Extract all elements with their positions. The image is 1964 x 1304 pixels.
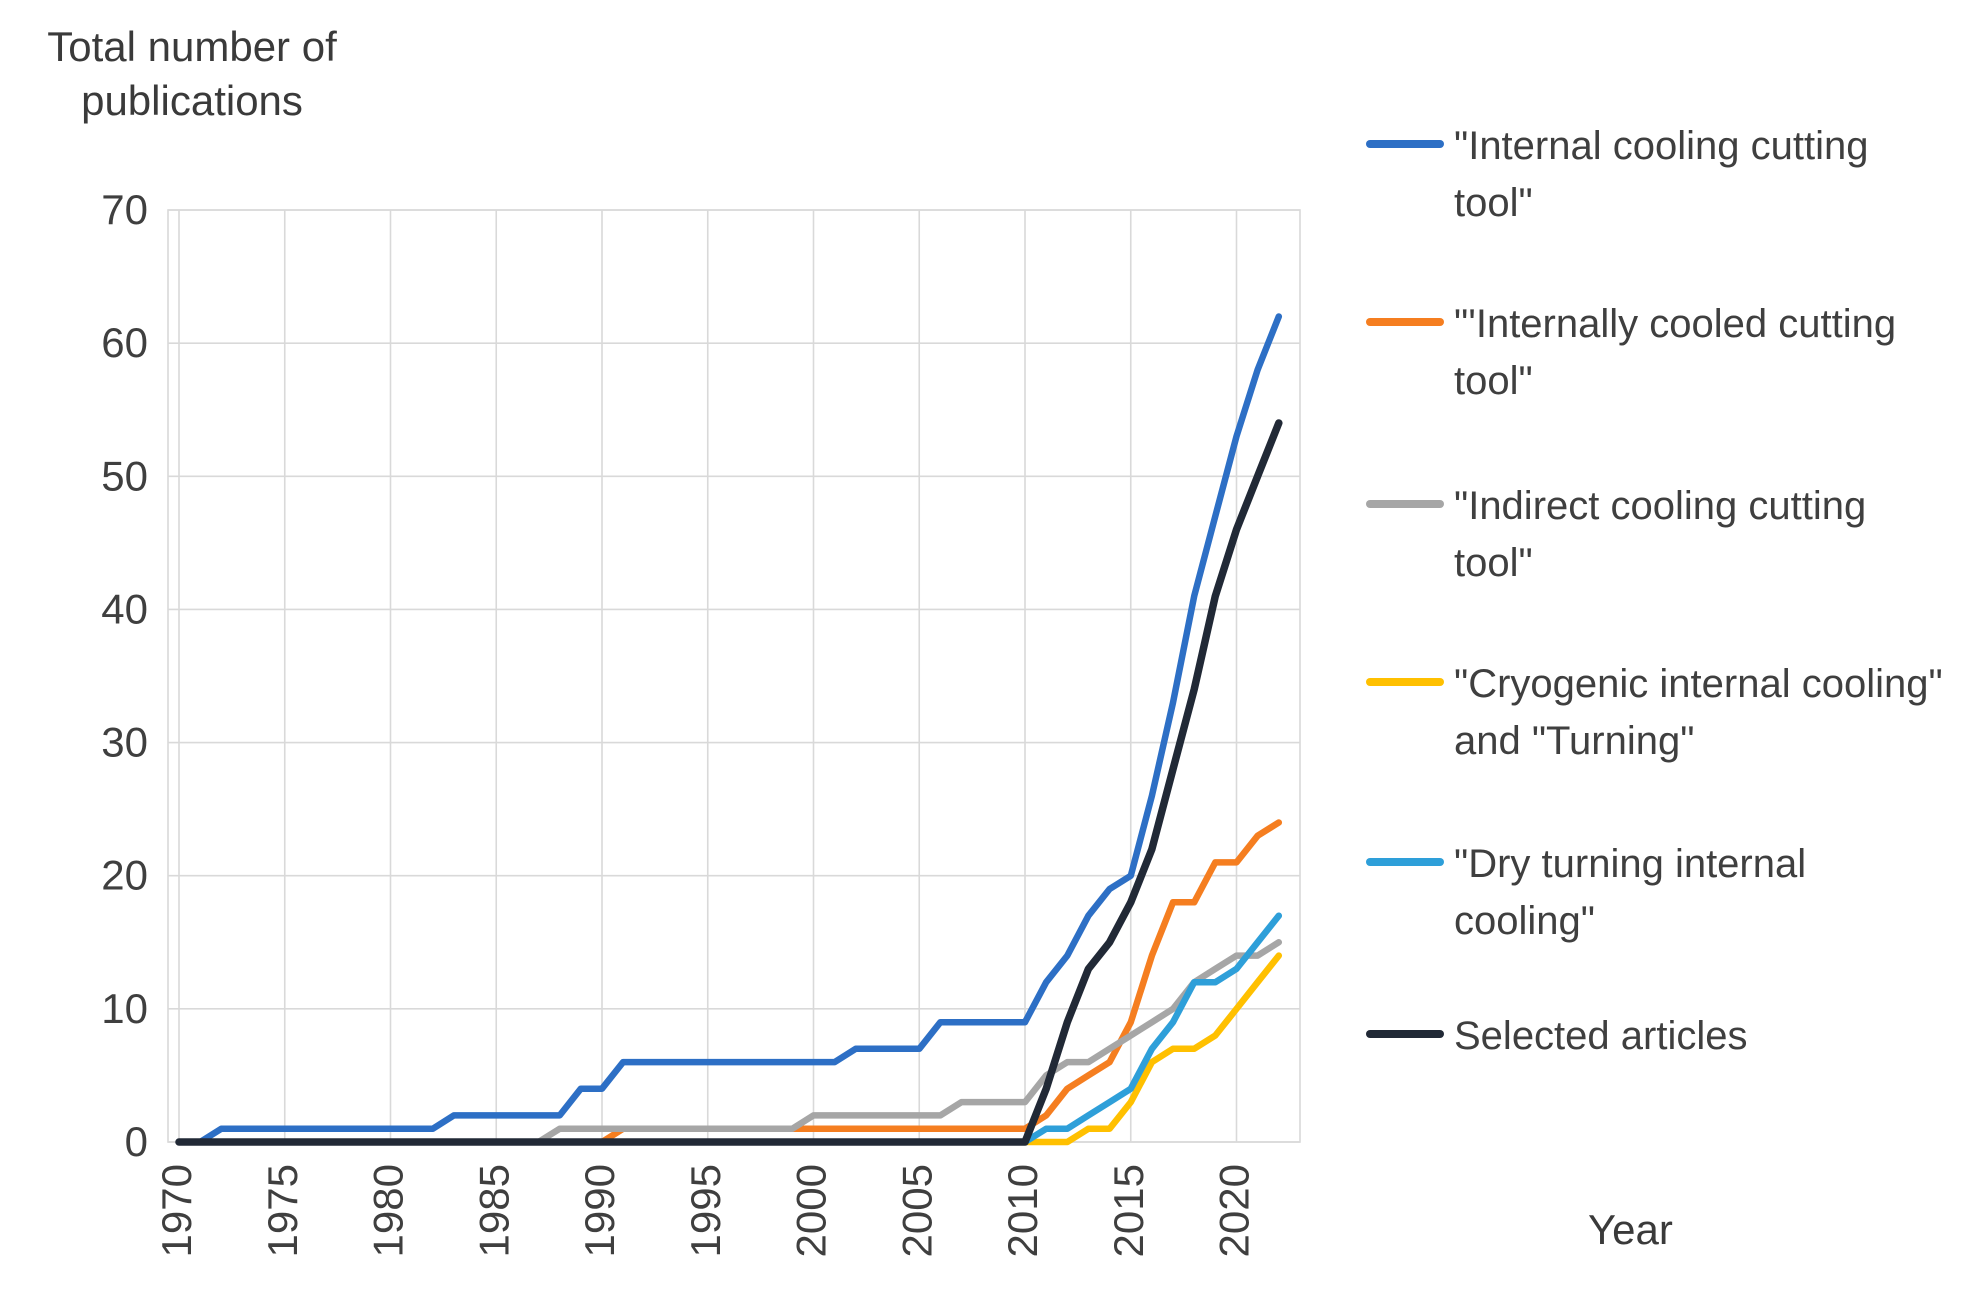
legend-label: "Dry turning internal cooling" [1454,842,1807,943]
legend-item: "Internal cooling cutting tool" [1366,118,1944,232]
x-tick-label: 2000 [788,1164,835,1257]
legend-line-swatch-orange [1366,318,1444,326]
x-tick-label: 2005 [893,1164,940,1257]
y-tick-label: 0 [125,1118,148,1165]
series-line-2 [175,939,1283,1146]
x-tick-label: 1980 [365,1164,412,1257]
legend-item: "Cryogenic internal cooling" and "Turnin… [1366,656,1944,770]
x-tick-label: 1995 [682,1164,729,1257]
legend-item: Selected articles [1366,1008,1747,1065]
y-tick-label: 30 [101,719,148,766]
y-tick-label: 70 [101,186,148,233]
x-tick-label: 1985 [470,1164,517,1257]
x-tick-label: 2015 [1105,1164,1152,1257]
legend-line-swatch-gray [1366,500,1444,508]
legend-line-swatch-blue [1366,140,1444,148]
series-line-0 [175,313,1283,1146]
legend-label: Selected articles [1454,1014,1748,1058]
x-tick-label: 2010 [999,1164,1046,1257]
x-axis-title: Year [1588,1206,1673,1253]
legend-label: "Indirect cooling cutting tool" [1454,484,1867,585]
legend-label: "Cryogenic internal cooling" and "Turnin… [1454,662,1943,763]
legend-item: "'Internally cooled cutting tool" [1366,296,1944,410]
y-tick-label: 40 [101,585,148,632]
y-tick-label: 20 [101,852,148,899]
series-line-4 [175,912,1283,1146]
legend-line-swatch-black [1366,1030,1444,1038]
legend-line-swatch-yellow [1366,678,1444,686]
x-tick-label: 1990 [576,1164,623,1257]
series-line-5 [175,419,1283,1146]
x-tick-label: 1975 [259,1164,306,1257]
series-line-1 [175,819,1283,1146]
y-tick-label: 10 [101,985,148,1032]
legend-item: "Dry turning internal cooling" [1366,836,1944,950]
x-tick-label: 1970 [153,1164,200,1257]
legend-item: "Indirect cooling cutting tool" [1366,478,1944,592]
y-tick-label: 50 [101,452,148,499]
legend-label: "'Internally cooled cutting tool" [1454,302,1897,403]
chart-title: Total number of publications [47,23,337,124]
legend-line-swatch-lightblue [1366,858,1444,866]
x-tick-label: 2020 [1211,1164,1258,1257]
legend-label: "Internal cooling cutting tool" [1454,124,1869,225]
y-tick-label: 60 [101,319,148,366]
